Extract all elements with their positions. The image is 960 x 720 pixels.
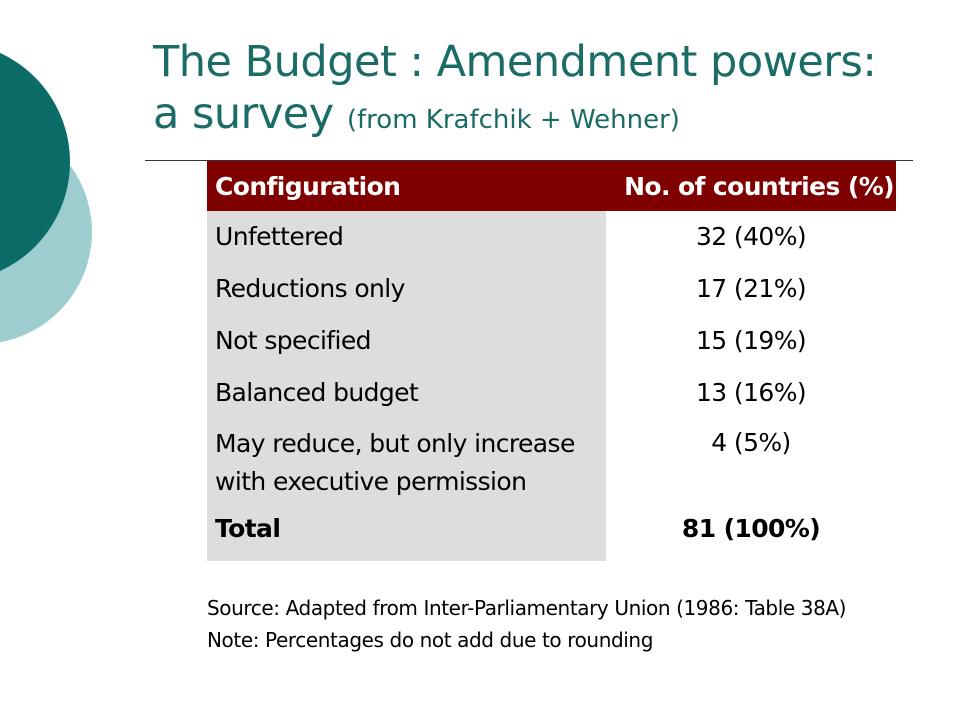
amendment-powers-table: Configuration No. of countries (%) Unfet…: [207, 161, 896, 561]
table-header-row: Configuration No. of countries (%): [207, 161, 896, 211]
table-row: Unfettered 32 (40%): [207, 211, 896, 263]
dark-teal-circle: [0, 52, 70, 272]
countries-cell: 32 (40%): [695, 222, 807, 251]
configuration-cell: Not specified: [207, 315, 606, 367]
title-divider: [145, 160, 913, 161]
slide-title: The Budget : Amendment powers: a survey …: [153, 36, 943, 146]
total-value-cell: 81 (100%): [681, 514, 821, 543]
table-row: May reduce, but only increase with execu…: [207, 419, 896, 505]
countries-cell: 15 (19%): [695, 326, 807, 355]
title-line-2: a survey (from Krafchik + Wehner): [153, 88, 943, 146]
source-notes: Source: Adapted from Inter-Parliamentary…: [207, 592, 846, 656]
configuration-cell: Balanced budget: [207, 367, 606, 419]
countries-cell: 4 (5%): [711, 428, 791, 457]
header-countries: No. of countries (%): [606, 161, 896, 211]
table-row: Balanced budget 13 (16%): [207, 367, 896, 419]
table-row: Reductions only 17 (21%): [207, 263, 896, 315]
title-line-1: The Budget : Amendment powers:: [153, 37, 877, 87]
table-row: Not specified 15 (19%): [207, 315, 896, 367]
source-line: Source: Adapted from Inter-Parliamentary…: [207, 596, 847, 620]
countries-cell: 13 (16%): [695, 378, 807, 407]
note-line: Note: Percentages do not add due to roun…: [207, 628, 653, 652]
configuration-line-1: May reduce, but only increase: [215, 429, 575, 458]
countries-cell: 17 (21%): [695, 274, 807, 303]
total-label-cell: Total: [207, 505, 606, 561]
decorative-circles: [0, 52, 92, 343]
table-total-row: Total 81 (100%): [207, 505, 896, 561]
header-configuration: Configuration: [207, 161, 606, 211]
configuration-line-2: with executive permission: [215, 467, 527, 496]
configuration-cell: Unfettered: [207, 211, 606, 263]
configuration-cell: May reduce, but only increase with execu…: [207, 419, 606, 505]
configuration-cell: Reductions only: [207, 263, 606, 315]
title-main-text: a survey: [153, 89, 334, 139]
title-source: (from Krafchik + Wehner): [346, 105, 680, 135]
